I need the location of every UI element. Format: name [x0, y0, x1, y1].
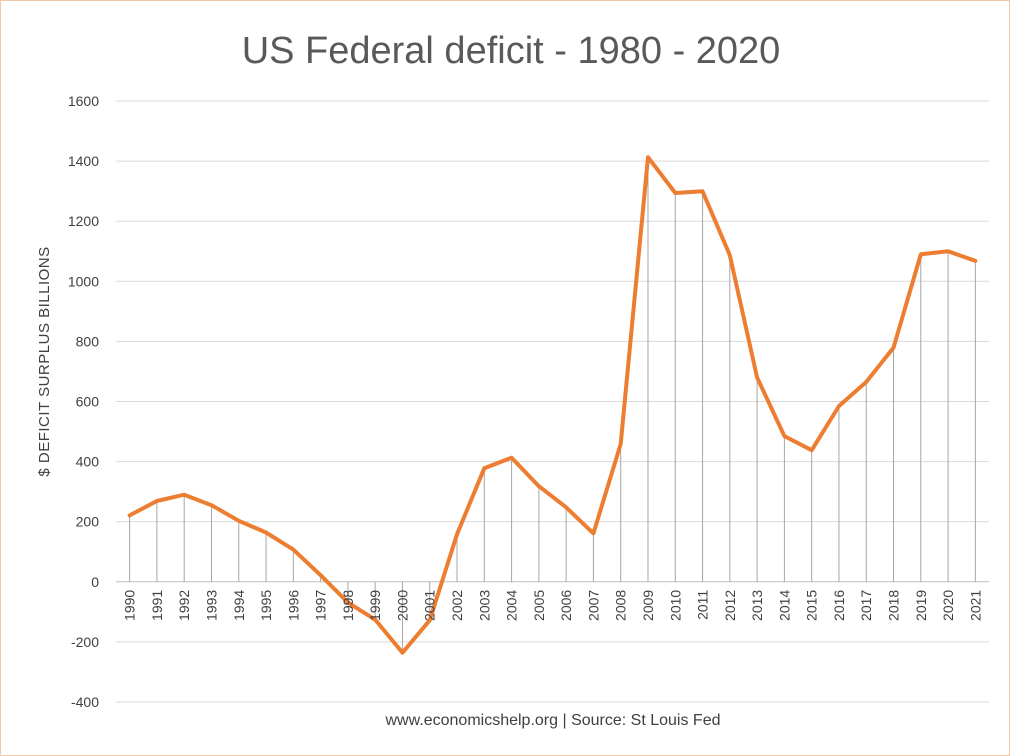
x-tick-label-2004: 2004 — [504, 590, 520, 621]
x-tick-label-2007: 2007 — [585, 590, 601, 621]
x-tick-label-1995: 1995 — [258, 590, 274, 621]
x-tick-label-2003: 2003 — [476, 590, 492, 621]
y-tick-label: -400 — [71, 694, 99, 710]
x-tick-label-1996: 1996 — [285, 590, 301, 621]
y-tick-label: 1600 — [68, 93, 99, 109]
deficit-series-line — [127, 155, 978, 655]
x-tick-label-1994: 1994 — [231, 590, 247, 621]
chart-title: US Federal deficit - 1980 - 2020 — [242, 30, 781, 72]
x-tick-label-2010: 2010 — [667, 590, 683, 621]
y-tick-label: 0 — [91, 574, 99, 590]
y-axis-label: $ DEFICIT SURPLUS BILLIONS — [36, 246, 53, 476]
source-note: www.economicshelp.org | Source: St Louis… — [385, 712, 721, 729]
x-tick-label-2001: 2001 — [422, 590, 438, 621]
y-tick-labels: -400 -200 0 200 400 600 800 1000 1200 1400 1600 — [68, 93, 99, 710]
y-tick-label: 1000 — [68, 273, 99, 289]
y-tick-label: -200 — [71, 634, 99, 650]
x-tick-label-1999: 1999 — [367, 590, 383, 621]
y-tick-label: 200 — [76, 514, 100, 530]
gridlines — [116, 100, 989, 703]
x-tick-label-2017: 2017 — [858, 590, 874, 621]
y-tick-label: 400 — [76, 454, 100, 470]
y-tick-label: 1400 — [68, 153, 99, 169]
x-tick-label-1991: 1991 — [149, 590, 165, 621]
x-tick-label-2019: 2019 — [913, 590, 929, 621]
y-tick-label: 1200 — [68, 213, 99, 229]
x-tick-label-2005: 2005 — [531, 590, 547, 621]
x-tick-label-2015: 2015 — [804, 590, 820, 621]
x-tick-label-2009: 2009 — [640, 590, 656, 621]
x-tick-label-2014: 2014 — [776, 590, 792, 621]
drop-lines — [129, 157, 976, 653]
y-tick-label: 800 — [76, 333, 100, 349]
x-tick-label-2018: 2018 — [886, 590, 902, 621]
x-tick-label-2011: 2011 — [695, 590, 711, 620]
y-tick-label: 600 — [76, 394, 100, 410]
x-tick-label-1990: 1990 — [122, 590, 138, 621]
x-tick-label-1997: 1997 — [313, 590, 329, 621]
x-tick-label-1993: 1993 — [204, 590, 220, 621]
x-tick-label-2020: 2020 — [940, 590, 956, 621]
x-tick-label-2012: 2012 — [722, 590, 738, 621]
x-tick-label-1992: 1992 — [176, 590, 192, 621]
x-tick-label-1998: 1998 — [340, 590, 356, 621]
x-tick-label-2006: 2006 — [558, 590, 574, 621]
x-tick-labels: 1990 1991 1992 1993 1994 1995 1996 1997 1998 1999… — [122, 590, 984, 621]
x-tick-label-2000: 2000 — [395, 590, 411, 621]
x-tick-label-2008: 2008 — [613, 590, 629, 621]
x-tick-label-2002: 2002 — [449, 590, 465, 621]
x-tick-label-2016: 2016 — [831, 590, 847, 621]
x-tick-label-2013: 2013 — [749, 590, 765, 621]
x-tick-label-2021: 2021 — [967, 590, 983, 621]
series-layer — [127, 155, 978, 655]
